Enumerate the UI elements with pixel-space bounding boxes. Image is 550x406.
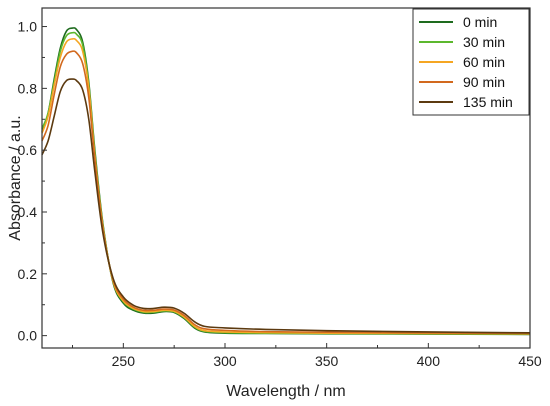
y-tick-label: 0.8: [18, 80, 38, 96]
legend-label: 135 min: [463, 94, 513, 110]
y-tick-label: 1.0: [18, 19, 38, 35]
series-line-2: [41, 37, 531, 335]
legend-label: 90 min: [463, 74, 505, 90]
series-layer: [41, 27, 531, 336]
y-axis-label: Absorbance / a.u.: [7, 115, 24, 240]
series-line-4: [41, 78, 531, 334]
x-axis-ticks: 250 300 350 400 450: [72, 343, 542, 369]
series-line-3: [41, 50, 531, 335]
legend-label: 30 min: [463, 34, 505, 50]
x-tick-label: 250: [112, 353, 136, 369]
y-tick-label: 0.0: [18, 328, 38, 344]
plot-frame: [41, 7, 531, 349]
x-tick-label: 350: [315, 353, 339, 369]
legend: 0 min 30 min 60 min 90 min 135 min: [412, 8, 530, 116]
x-tick-label: 450: [518, 353, 542, 369]
x-tick-label: 400: [417, 353, 441, 369]
y-axis-ticks: 0.0 0.2 0.4 0.6 0.8 1.0: [18, 19, 47, 344]
x-axis-label: Wavelength / nm: [226, 383, 345, 400]
y-tick-label: 0.2: [18, 266, 38, 282]
x-tick-label: 300: [213, 353, 237, 369]
y-tick-label: 0.4: [18, 204, 38, 220]
legend-label: 0 min: [463, 14, 497, 30]
legend-label: 60 min: [463, 54, 505, 70]
y-tick-label: 0.6: [18, 142, 38, 158]
